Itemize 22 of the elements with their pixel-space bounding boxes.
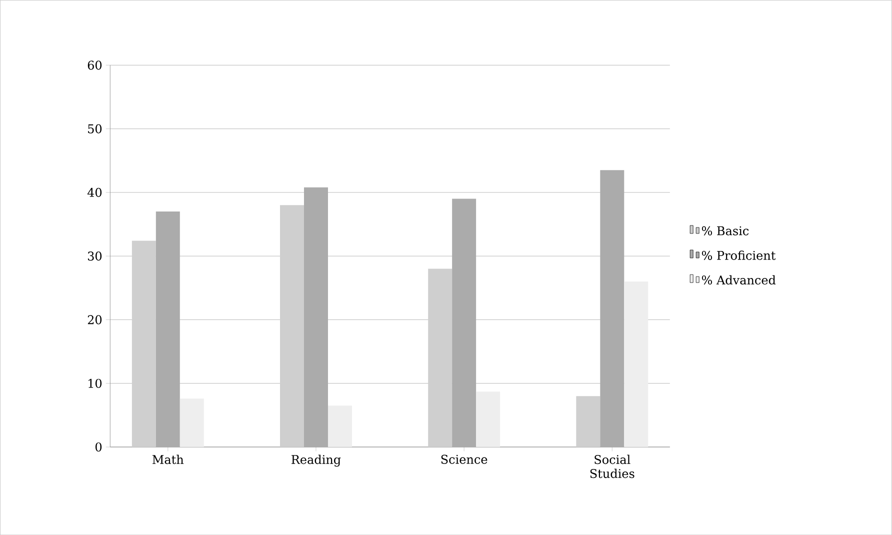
legend-label: % Basic	[702, 226, 749, 236]
legend-label: % Advanced	[702, 275, 776, 284]
bar	[624, 281, 648, 447]
bar	[280, 205, 304, 447]
y-tick-label: 20	[88, 315, 102, 324]
x-tick-label: Social Studies	[590, 454, 634, 478]
y-tick-label: 30	[88, 251, 102, 261]
x-tick-label: Math	[152, 454, 184, 464]
y-tick-label: 50	[88, 124, 102, 134]
bar	[132, 240, 156, 447]
legend-label: % Proficient	[702, 250, 776, 260]
y-tick-label: 60	[88, 60, 102, 70]
bar	[328, 406, 352, 447]
x-tick-label: Science	[441, 454, 488, 464]
y-tick-label: 0	[96, 442, 102, 452]
y-tick-label: 10	[88, 378, 102, 388]
y-tick-label: 40	[87, 188, 102, 197]
x-tick-label: Reading	[292, 454, 341, 466]
bar	[576, 396, 600, 447]
bar	[476, 392, 500, 447]
bar	[428, 268, 452, 447]
bar	[180, 398, 204, 447]
